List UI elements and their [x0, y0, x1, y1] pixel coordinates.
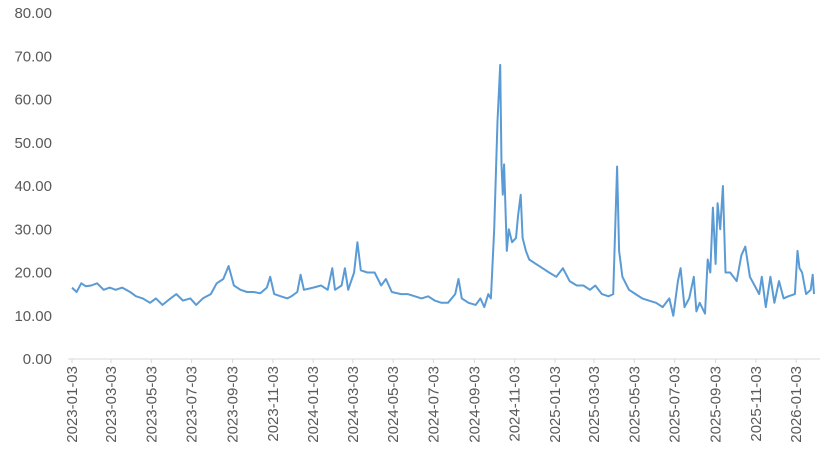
x-tick-label: 2023-07-03 [184, 366, 201, 443]
x-tick-label: 2023-05-03 [143, 366, 160, 443]
x-tick-label: 2026-01-03 [788, 366, 805, 443]
x-tick-label: 2025-01-03 [547, 366, 564, 443]
x-tick-label: 2024-01-03 [305, 366, 322, 443]
x-tick-label: 2025-05-03 [626, 366, 643, 443]
y-tick-label: 40.00 [14, 178, 52, 195]
y-tick-label: 70.00 [14, 48, 52, 65]
x-tick-label: 2025-07-03 [667, 366, 684, 443]
y-tick-label: 50.00 [14, 135, 52, 152]
y-tick-label: 0.00 [23, 351, 52, 368]
y-tick-label: 60.00 [14, 92, 52, 109]
y-tick-label: 80.00 [14, 5, 52, 22]
x-tick-label: 2023-01-03 [64, 366, 81, 443]
x-tick-label: 2023-11-03 [265, 366, 282, 442]
y-tick-label: 10.00 [14, 308, 52, 325]
x-tick-label: 2024-05-03 [385, 366, 402, 443]
x-tick-label: 2024-03-03 [345, 366, 362, 443]
x-tick-label: 2025-09-03 [708, 366, 725, 443]
x-tick-label: 2025-11-03 [748, 366, 765, 442]
series-line [71, 63, 815, 317]
y-tick-label: 30.00 [14, 221, 52, 238]
x-tick-label: 2024-09-03 [466, 366, 483, 443]
y-tick-label: 20.00 [14, 265, 52, 282]
x-tick-label: 2023-09-03 [225, 366, 242, 443]
x-tick-label: 2025-03-03 [586, 366, 603, 443]
x-tick-label: 2024-07-03 [425, 366, 442, 443]
x-tick-label: 2024-11-03 [507, 366, 524, 442]
x-tick-label: 2023-03-03 [103, 366, 120, 443]
